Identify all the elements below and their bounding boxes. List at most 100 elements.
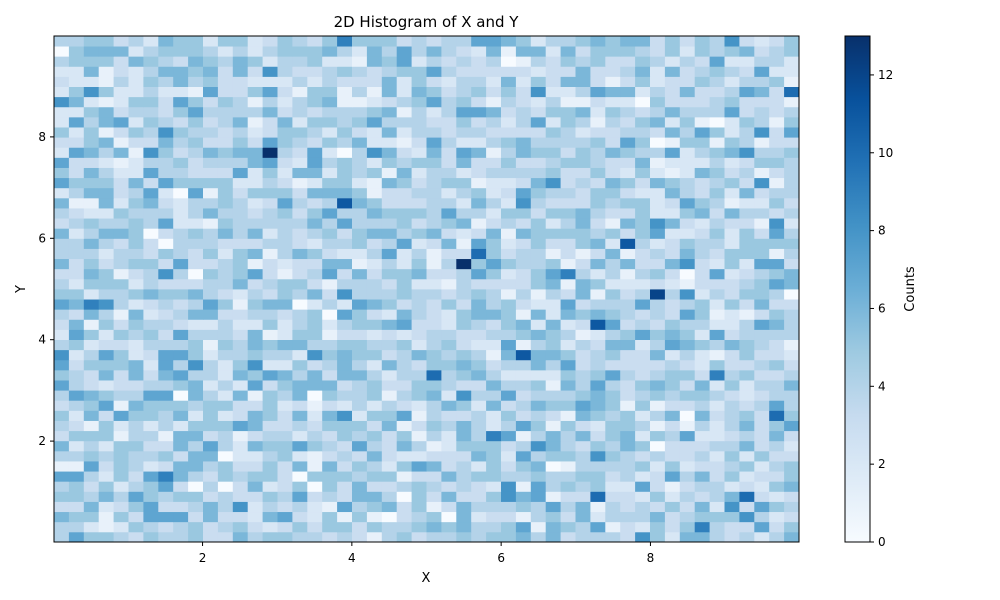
heatmap-cell [426,86,442,98]
heatmap-cell [694,319,710,330]
heatmap-cell [501,268,517,280]
heatmap-cell [352,339,368,351]
heatmap-cell [113,56,129,67]
heatmap-cell [68,66,85,77]
heatmap-cell [754,410,770,421]
heatmap-cell [456,127,472,138]
heatmap-cell [784,187,800,199]
heatmap-cell [650,46,666,57]
heatmap-cell [784,197,800,209]
heatmap-cell [754,521,770,533]
heatmap-cell [739,167,755,179]
heatmap-cell [441,400,457,411]
heatmap-cell [739,278,755,290]
heatmap-cell [262,66,278,77]
heatmap-cell [709,137,725,148]
heatmap-cell [188,369,204,381]
heatmap-cell [486,66,502,77]
heatmap-cell [352,430,368,442]
heatmap-cell [769,400,785,411]
heatmap-cell [426,238,442,249]
heatmap-cell [411,96,427,108]
heatmap-cell [501,106,517,118]
y-tick-label: 4 [38,333,46,347]
heatmap-cell [739,309,755,320]
heatmap-cell [426,187,442,199]
heatmap-cell [590,531,606,543]
heatmap-cell [769,268,785,280]
heatmap-cell [143,157,159,168]
heatmap-cell [635,187,651,199]
heatmap-cell [366,218,383,229]
heatmap-cell [54,46,70,57]
heatmap-cell [635,157,651,168]
heatmap-cell [664,66,681,77]
heatmap-cell [143,197,159,209]
heatmap-cell [54,116,70,128]
heatmap-cell [366,521,383,533]
heatmap-cell [158,177,174,189]
heatmap-cell [664,410,681,421]
heatmap-cell [262,420,278,432]
heatmap-cell [113,248,129,260]
heatmap-cell [694,86,710,98]
heatmap-cell [664,511,681,523]
heatmap-cell [754,248,770,260]
heatmap-cell [262,481,278,492]
heatmap-cell [83,309,100,320]
heatmap-cell [54,96,70,108]
heatmap-cell [366,430,383,442]
heatmap-cell [352,248,368,260]
heatmap-cell [694,187,710,199]
heatmap-cell [128,501,144,513]
x-tick-label: 2 [199,551,207,565]
heatmap-cell [694,501,710,513]
heatmap-cell [83,116,100,128]
heatmap-cell [650,36,666,47]
heatmap-cell [650,440,666,452]
heatmap-cell [739,430,755,442]
heatmap-cell [545,501,561,513]
heatmap-cell [292,309,308,320]
heatmap-cell [590,329,606,340]
heatmap-cell [724,208,740,219]
heatmap-cell [232,420,249,432]
heatmap-cell [83,137,100,148]
heatmap-cell [143,76,159,87]
heatmap-cell [143,450,159,462]
heatmap-cell [322,278,338,290]
heatmap-cell [501,309,517,320]
heatmap-cell [217,430,234,442]
heatmap-cell [530,299,547,310]
heatmap-cell [724,359,740,371]
heatmap-cell [188,450,204,462]
heatmap-cell [784,440,800,452]
heatmap-cell [709,440,725,452]
heatmap-cell [128,177,144,189]
heatmap-cell [188,66,204,77]
heatmap-cell [590,137,606,148]
heatmap-cell [396,440,412,452]
heatmap-cell [784,147,800,158]
heatmap-cell [381,106,398,118]
heatmap-cell [366,289,383,300]
heatmap-cell [307,299,323,310]
heatmap-cell [54,167,70,179]
heatmap-cell [784,36,800,47]
heatmap-cell [277,319,293,330]
heatmap-cell [68,228,85,239]
heatmap-cell [337,197,353,209]
heatmap-cell [515,238,532,249]
heatmap-cell [426,46,442,57]
heatmap-cell [620,349,636,361]
heatmap-cell [337,289,353,300]
heatmap-cell [128,289,144,300]
heatmap-cell [575,349,591,361]
heatmap-cell [635,461,651,472]
heatmap-cell [158,106,174,118]
heatmap-cell [530,96,547,108]
heatmap-cell [501,461,517,472]
heatmap-cell [784,46,800,57]
heatmap-cell [530,471,547,482]
heatmap-cell [456,157,472,168]
